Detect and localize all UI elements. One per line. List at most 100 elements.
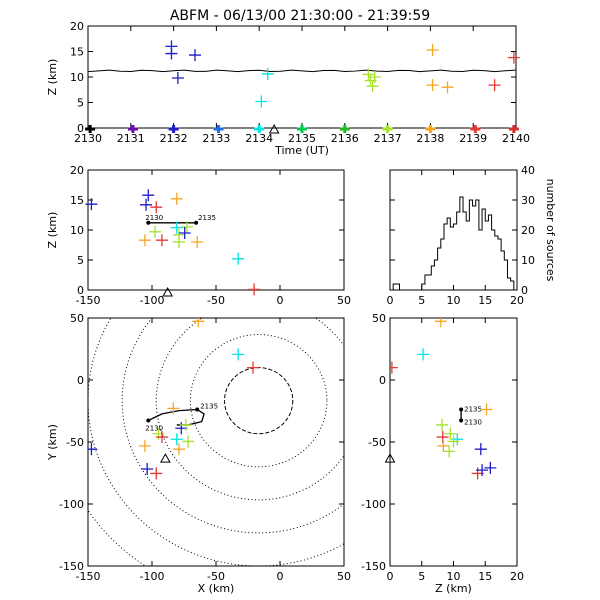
source-point: [138, 439, 151, 452]
x-tick-label: 2131: [117, 132, 145, 145]
y-tick-label: 5: [77, 254, 84, 267]
x-tick-label: 2137: [374, 132, 402, 145]
y-tick-label: 20: [70, 164, 84, 177]
x-tick-label: 2132: [160, 132, 188, 145]
x-tick-label: 0: [277, 294, 284, 307]
x-tick-label: -50: [207, 570, 225, 583]
source-point: [149, 225, 162, 238]
station-marker: [162, 286, 173, 297]
histogram-frame: [389, 169, 518, 291]
x-tick-label: 2140: [502, 132, 530, 145]
range-rings: [88, 318, 344, 566]
source-point: [182, 435, 195, 448]
x-tick-label: 50: [337, 570, 351, 583]
x-tick-label: 20: [510, 294, 524, 307]
x-tick-label: 15: [478, 294, 492, 307]
x-tick-label: 20: [510, 570, 524, 583]
source-point: [189, 49, 201, 62]
source-point: [167, 402, 180, 415]
x-tick-label: -150: [76, 570, 101, 583]
y-tick-label: -150: [361, 560, 386, 573]
source-point: [232, 252, 245, 265]
source-point: [474, 443, 487, 456]
x-tick-label: 2136: [331, 132, 359, 145]
track-start-dot: [146, 220, 151, 225]
x-tick-label: 15: [478, 570, 492, 583]
plan-points: [88, 318, 259, 480]
x-tick-label: 0: [277, 570, 284, 583]
source-point: [437, 439, 450, 452]
y-tick-label: 50: [372, 312, 386, 325]
y-tick-label: -100: [361, 498, 386, 511]
ground-point: [382, 125, 393, 133]
range-ring: [189, 334, 328, 468]
track-label: 2130: [145, 214, 163, 222]
y-tick-label: 20: [70, 20, 84, 33]
y-axis-label: Y (km): [46, 424, 59, 461]
y-tick-label: 0: [77, 284, 84, 297]
station-marker: [384, 453, 396, 463]
track-label: 2135: [464, 405, 482, 413]
source-point: [88, 443, 98, 456]
y-tick-label: 30: [521, 194, 535, 207]
source-point: [170, 221, 183, 234]
y-axis-label: number of sources: [544, 179, 557, 282]
y-tick-label: 10: [70, 224, 84, 237]
ground-point: [85, 125, 96, 133]
source-point: [140, 198, 153, 211]
track-label: 2135: [200, 402, 218, 410]
station-marker: [160, 453, 171, 463]
source-point: [142, 189, 155, 202]
source-point: [426, 43, 439, 56]
x-tick-label: 0: [387, 294, 394, 307]
x-tick-label: -150: [76, 294, 101, 307]
y-tick-label: -50: [66, 436, 84, 449]
x-tick-label: 0: [387, 570, 394, 583]
source-point: [85, 198, 98, 211]
track-end-dot: [195, 407, 200, 412]
source-point: [173, 228, 186, 241]
x-tick-label: 2135: [288, 132, 316, 145]
plan-view-panel: -150 -100 -50 0 50 X (km) -150 -100 -50 0 50 Y (km)…: [46, 312, 351, 595]
source-point: [178, 227, 191, 239]
ground-point: [127, 125, 138, 133]
source-point: [507, 51, 520, 64]
source-point: [368, 71, 381, 83]
histogram-bars: [390, 196, 517, 291]
y-tick-label: 10: [521, 254, 535, 267]
source-point: [165, 47, 178, 60]
source-point: [150, 201, 163, 214]
source-point: [141, 463, 154, 476]
source-point: [170, 433, 183, 446]
source-point: [443, 445, 456, 458]
source-point: [434, 318, 447, 328]
source-point: [192, 318, 205, 328]
source-point: [447, 435, 460, 448]
source-point: [138, 234, 151, 247]
ground-point: [297, 125, 307, 133]
y-tick-label: 15: [70, 46, 84, 59]
x-axis-label: Time (UT): [274, 144, 329, 157]
x-tick-label: 10: [447, 294, 461, 307]
x-tick-label: 2138: [416, 132, 444, 145]
plan-view-frame: [87, 317, 345, 567]
source-point: [441, 81, 454, 94]
source-point: [390, 361, 398, 374]
range-ring: [88, 509, 147, 566]
track-start-dot: [459, 418, 464, 423]
x-tick-label: 10: [447, 570, 461, 583]
source-point: [476, 464, 489, 477]
time-height-frame: [87, 25, 517, 129]
x-height-frame: [87, 169, 345, 291]
x-tick-label: 2139: [459, 132, 487, 145]
ground-point: [254, 125, 265, 133]
y-axis-label: Z (km): [46, 59, 59, 96]
source-point: [171, 72, 184, 85]
x-tick-label: -50: [207, 294, 225, 307]
x-tick-label: -100: [140, 570, 165, 583]
track-start-dot: [146, 418, 151, 423]
y-tick-label: -50: [368, 436, 386, 449]
z-plan-points: [390, 318, 497, 480]
x-tick-label: 2130: [74, 132, 102, 145]
source-point: [248, 283, 261, 296]
